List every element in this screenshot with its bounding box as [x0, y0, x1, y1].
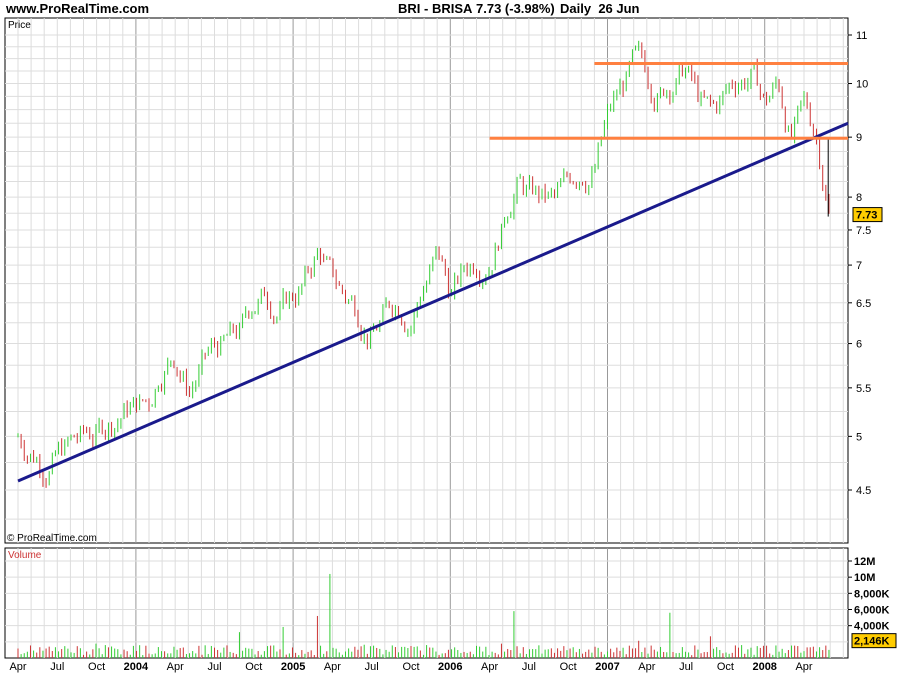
volume-tick-label: 6,000K [854, 605, 890, 617]
volume-panel-label: Volume [8, 550, 42, 561]
month-axis-label: Apr [324, 661, 341, 673]
last-quote: 7.73 (-3.98%) [476, 1, 555, 16]
month-axis-label: Jul [365, 661, 379, 673]
month-axis-label: Oct [88, 661, 105, 673]
volume-tick-label: 4,000K [854, 621, 890, 633]
site-title[interactable]: www.ProRealTime.com [6, 1, 150, 16]
month-axis-label: Oct [245, 661, 262, 673]
month-axis-label: Jul [207, 661, 221, 673]
chart-period: Daily 26 Jun [560, 1, 640, 16]
price-tick-label: 10 [856, 79, 868, 91]
year-axis-label: 2004 [124, 661, 149, 673]
month-axis-label: Oct [402, 661, 419, 673]
month-axis-label: Jul [679, 661, 693, 673]
copyright-label: © ProRealTime.com [7, 533, 97, 544]
last-price-box [852, 207, 883, 223]
price-tick-label: 5.5 [856, 383, 871, 395]
month-axis-label: Apr [795, 661, 812, 673]
month-axis-label: Oct [717, 661, 734, 673]
year-axis-label: 2005 [281, 661, 305, 673]
month-axis-label: Jul [522, 661, 536, 673]
price-tick-label: 11 [856, 30, 867, 42]
price-tick-label: 6 [856, 339, 862, 351]
last-volume-box [851, 633, 897, 649]
year-axis-label: 2007 [595, 661, 619, 673]
last-price-label: 7.73 [856, 210, 877, 222]
volume-tick-label: 10M [854, 572, 875, 584]
month-axis-label: Jul [50, 661, 64, 673]
price-tick-label: 7.5 [856, 225, 871, 237]
year-axis-label: 2006 [438, 661, 462, 673]
volume-tick-label: 8,000K [854, 588, 890, 600]
price-tick-label: 5 [856, 431, 862, 443]
support-trendline [17, 121, 849, 483]
month-axis-label: Oct [560, 661, 577, 673]
period-label: Daily [560, 1, 592, 16]
volume-panel-frame [4, 547, 849, 659]
month-axis-label: Apr [167, 661, 184, 673]
month-axis-label: Apr [481, 661, 498, 673]
price-tick-label: 7 [856, 260, 862, 272]
price-panel-label: Price [8, 20, 31, 31]
price-tick-label: 6.5 [856, 298, 871, 310]
chart-date: 26 Jun [598, 1, 640, 16]
last-volume-label: 2,146K [854, 636, 890, 648]
price-tick-label: 9 [856, 132, 862, 144]
volume-tick-label: 12M [854, 556, 875, 568]
price-tick-label: 4.5 [856, 485, 871, 497]
year-axis-label: 2008 [752, 661, 776, 673]
instrument-symbol: BRI - BRISA [398, 1, 473, 16]
month-axis-label: Apr [638, 661, 655, 673]
month-axis-label: Apr [9, 661, 26, 673]
price-tick-label: 8 [856, 192, 862, 204]
